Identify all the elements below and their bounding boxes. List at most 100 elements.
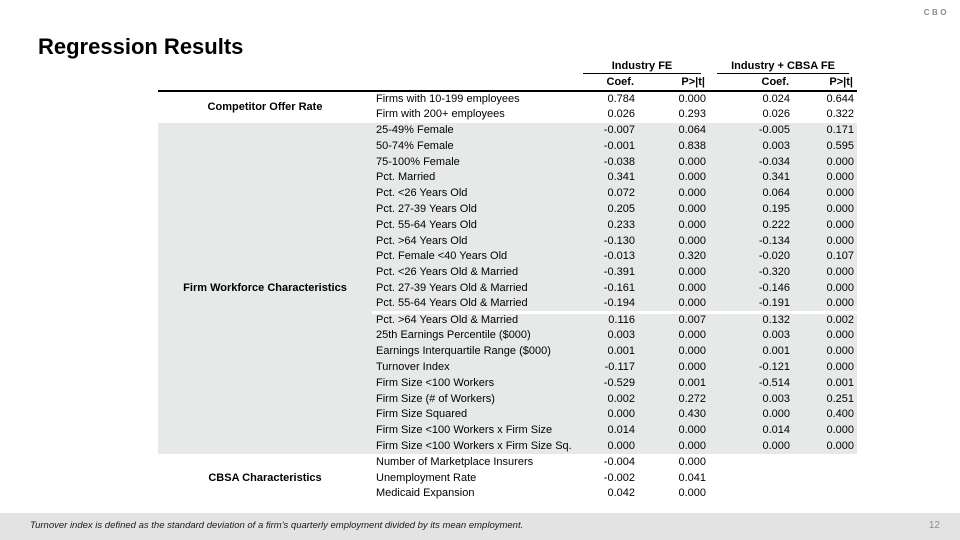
table-body: Competitor Offer Rate Firms with 10-199 e… <box>158 91 858 502</box>
table-row: 75-100% Female -0.038 0.000 -0.034 0.000 <box>158 154 858 170</box>
value-cell: 0.293 <box>678 108 707 121</box>
variable-name: Pct. <26 Years Old <box>372 185 575 202</box>
table-row: Firm Size <100 Workers x Firm Size Sq. 0.… <box>158 438 858 455</box>
cbo-logo: CBO <box>923 8 949 17</box>
value-cell: -0.117 <box>575 359 638 376</box>
value-cell <box>793 486 857 502</box>
value-cell: 0.000 <box>678 487 707 500</box>
column-header-coef-2: Coef. <box>709 74 794 92</box>
value-cell: 0.014 <box>575 422 638 439</box>
variable-name: Pct. <26 Years Old & Married <box>372 264 575 281</box>
value-cell: -0.013 <box>575 248 638 265</box>
table-row: Firm Size (# of Workers) 0.002 0.272 0.003 0… <box>158 391 858 407</box>
variable-name: Firm Size <100 Workers <box>372 375 575 392</box>
value-cell: 0.003 <box>575 327 638 344</box>
value-cell: 0.000 <box>638 296 710 313</box>
table-row: Firm Size <100 Workers -0.529 0.001 -0.514 0… <box>158 375 858 392</box>
value-cell: 0.107 <box>793 248 858 265</box>
page-number: 12 <box>928 520 940 531</box>
value-cell: 0.026 <box>762 108 791 121</box>
table-row: 50-74% Female -0.001 0.838 0.003 0.595 <box>158 138 858 155</box>
spacer-cell <box>158 56 372 74</box>
variable-name: Number of Marketplace Insurers <box>376 455 534 468</box>
footer-bar: Turnover index is defined as the standar… <box>0 513 960 540</box>
footnote-text: Turnover index is defined as the standar… <box>30 520 524 531</box>
variable-name: 50-74% Female <box>372 138 575 155</box>
value-cell: 0.116 <box>575 310 638 328</box>
value-cell: 0.784 <box>607 92 635 105</box>
value-cell: 0.000 <box>793 422 858 439</box>
value-cell: 0.007 <box>638 310 710 328</box>
value-cell: 0.171 <box>793 122 858 139</box>
variable-name: Pct. 27-39 Years Old <box>372 201 575 218</box>
variable-name: Medicaid Expansion <box>376 487 475 500</box>
value-cell: 0.000 <box>793 327 858 344</box>
value-cell: 0.000 <box>638 264 710 281</box>
value-cell: -0.038 <box>575 154 638 170</box>
value-cell: 0.000 <box>793 217 858 234</box>
value-cell: -0.004 <box>603 455 635 468</box>
table-sub-header-row: Coef. P>|t| Coef. P>|t| <box>158 74 858 92</box>
value-cell: 0.001 <box>793 375 858 392</box>
table-row: Earnings Interquartile Range ($000) 0.001… <box>158 343 858 360</box>
value-cell: 0.430 <box>638 406 710 423</box>
variable-name: Firm Size Squared <box>372 406 575 423</box>
variable-name: Firm Size (# of Workers) <box>372 391 575 407</box>
value-cell: 0.001 <box>709 343 794 360</box>
value-cell: -0.001 <box>575 138 638 155</box>
value-cell: 0.233 <box>575 217 638 234</box>
value-cell: 0.205 <box>575 201 638 218</box>
table-row: Competitor Offer Rate Firms with 10-199 e… <box>158 91 857 112</box>
value-cell: -0.191 <box>709 296 794 313</box>
variable-name: Pct. >64 Years Old <box>372 233 575 249</box>
value-cell: 0.000 <box>678 92 707 105</box>
table-row: Pct. 27-39 Years Old & Married -0.161 0.00… <box>158 280 858 297</box>
page-title: Regression Results <box>38 34 244 59</box>
value-cell: 0.195 <box>709 201 794 218</box>
value-cell: 0.000 <box>638 422 710 439</box>
regression-table: Industry FE Industry + CBSA FE Coef. P>|… <box>158 56 858 502</box>
value-cell: 0.000 <box>793 154 858 170</box>
value-cell: 0.341 <box>575 169 638 186</box>
column-header-pvalue-1: P>|t| <box>638 74 710 92</box>
value-cell: 0.000 <box>575 438 638 455</box>
value-cell: 0.003 <box>709 327 794 344</box>
table-row: Turnover Index -0.117 0.000 -0.121 0.000 <box>158 359 858 376</box>
spacer-cell <box>158 74 372 92</box>
table-row: Unemployment Rate -0.002 0.041 <box>158 470 857 486</box>
value-cell: 0.014 <box>709 422 794 439</box>
variable-name: 25-49% Female <box>372 122 575 139</box>
value-cell: 0.000 <box>793 280 858 297</box>
value-cell: 0.002 <box>575 391 638 407</box>
value-cell: 0.000 <box>793 201 858 218</box>
value-cell: 0.000 <box>793 359 858 376</box>
value-cell: 0.001 <box>575 343 638 360</box>
value-cell: 0.000 <box>638 217 710 234</box>
table-row: Pct. >64 Years Old -0.130 0.000 -0.134 0.000 <box>158 233 858 249</box>
spacer-cell <box>372 74 575 92</box>
value-cell: 0.222 <box>709 217 794 234</box>
value-cell: 0.132 <box>709 310 794 328</box>
section-label: Firm Workforce Characteristics <box>158 122 372 455</box>
value-cell <box>793 454 857 470</box>
column-group-industry-cbsa-fe: Industry + CBSA FE <box>709 56 857 74</box>
value-cell <box>709 454 793 470</box>
table-group-header-row: Industry FE Industry + CBSA FE <box>158 56 857 74</box>
value-cell: 0.000 <box>638 438 710 455</box>
variable-name: Pct. Married <box>372 169 575 186</box>
value-cell: -0.007 <box>575 122 638 139</box>
variable-name: Firm with 200+ employees <box>376 108 505 121</box>
value-cell: 0.272 <box>638 391 710 407</box>
value-cell: 0.000 <box>575 406 638 423</box>
value-cell: -0.391 <box>575 264 638 281</box>
variable-name: Pct. 27-39 Years Old & Married <box>372 280 575 297</box>
table-row: Firm with 200+ employees 0.026 0.293 0.026 0… <box>158 107 857 123</box>
variable-name: Pct. 55-64 Years Old <box>372 217 575 234</box>
column-group-label: Industry FE <box>583 60 702 74</box>
value-cell: 0.001 <box>638 375 710 392</box>
table-row: Firm Size <100 Workers x Firm Size 0.014 0… <box>158 422 858 439</box>
value-cell: 0.002 <box>793 310 858 328</box>
value-cell: 0.003 <box>709 138 794 155</box>
variable-name: Pct. 55-64 Years Old & Married <box>372 296 575 313</box>
section-label: Competitor Offer Rate <box>207 100 323 113</box>
